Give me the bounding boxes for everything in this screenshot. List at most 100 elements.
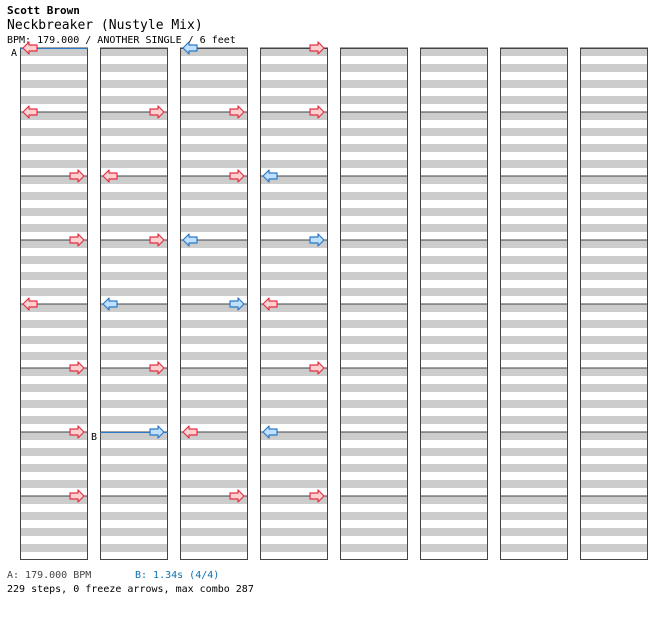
left-arrow-icon (262, 169, 278, 183)
beat-stripe (100, 112, 168, 120)
beat-stripe (180, 256, 248, 264)
beat-stripe (20, 400, 88, 408)
beat-stripe (20, 112, 88, 120)
beat-stripe (260, 464, 328, 472)
beat-stripe (260, 336, 328, 344)
chart-column-5 (340, 47, 408, 560)
beat-stripe (100, 288, 168, 296)
beat-stripe (180, 496, 248, 504)
beat-stripe (580, 544, 648, 552)
beat-stripe (500, 128, 568, 136)
beat-stripe (500, 528, 568, 536)
beat-stripe (340, 304, 408, 312)
beat-stripe (100, 512, 168, 520)
column-border (580, 48, 648, 560)
beat-stripe (260, 272, 328, 280)
left-arrow-icon (22, 297, 38, 311)
beat-stripe (100, 384, 168, 392)
beat-stripe (20, 224, 88, 232)
beat-stripe (420, 528, 488, 536)
beat-stripe (260, 160, 328, 168)
chart-column-6 (420, 47, 488, 560)
beat-stripe (580, 384, 648, 392)
chart-info: BPM: 179.000 / ANOTHER SINGLE / 6 feet (7, 35, 236, 46)
beat-stripe (180, 464, 248, 472)
beat-stripe (20, 144, 88, 152)
beat-stripe (100, 240, 168, 248)
beat-stripe (420, 544, 488, 552)
right-arrow-icon (229, 297, 245, 311)
left-arrow-icon (22, 105, 38, 119)
beat-stripe (180, 64, 248, 72)
beat-stripe (180, 528, 248, 536)
right-arrow-icon (229, 105, 245, 119)
stop-legend: B: 1.34s (4/4) (135, 570, 220, 581)
beat-stripe (20, 80, 88, 88)
right-arrow-icon (309, 105, 325, 119)
beat-stripe (180, 144, 248, 152)
left-arrow-icon (262, 297, 278, 311)
marker-b-label: B (91, 432, 98, 443)
beat-stripe (180, 224, 248, 232)
beat-stripe (580, 400, 648, 408)
beat-stripe (180, 432, 248, 440)
right-arrow-icon (69, 361, 85, 375)
left-arrow-icon (102, 169, 118, 183)
beat-stripe (100, 416, 168, 424)
beat-stripe (500, 496, 568, 504)
beat-stripe (180, 160, 248, 168)
beat-stripe (260, 480, 328, 488)
beat-stripe (340, 176, 408, 184)
beat-stripe (500, 416, 568, 424)
beat-stripe (180, 320, 248, 328)
left-arrow-icon (102, 297, 118, 311)
chart-column-7 (500, 47, 568, 560)
right-arrow-icon (149, 105, 165, 119)
beat-stripe (340, 96, 408, 104)
beat-stripe (20, 272, 88, 280)
beat-stripe (100, 176, 168, 184)
beat-stripe (420, 368, 488, 376)
beat-stripe (580, 304, 648, 312)
beat-stripe (580, 448, 648, 456)
beat-stripe (580, 128, 648, 136)
beat-stripe (500, 208, 568, 216)
beat-stripe (260, 288, 328, 296)
beat-stripe (340, 352, 408, 360)
column-border (180, 48, 248, 560)
beat-stripe (260, 240, 328, 248)
beat-stripe (260, 544, 328, 552)
beat-stripe (500, 544, 568, 552)
beat-stripe (20, 384, 88, 392)
right-arrow-icon (229, 169, 245, 183)
beat-stripe (260, 224, 328, 232)
beat-stripe (420, 240, 488, 248)
beat-stripe (340, 48, 408, 56)
beat-stripe (580, 256, 648, 264)
beat-stripe (100, 272, 168, 280)
beat-stripe (100, 544, 168, 552)
beat-stripe (180, 80, 248, 88)
beat-stripe (420, 128, 488, 136)
beat-stripe (580, 528, 648, 536)
beat-stripe (500, 512, 568, 520)
beat-stripe (420, 144, 488, 152)
beat-stripe (260, 384, 328, 392)
beat-stripe (100, 528, 168, 536)
beat-stripe (420, 64, 488, 72)
beat-stripe (500, 304, 568, 312)
beat-stripe (500, 160, 568, 168)
chart-column-1 (20, 47, 88, 560)
beat-stripe (20, 320, 88, 328)
right-arrow-icon (69, 425, 85, 439)
beat-stripe (260, 432, 328, 440)
beat-stripe (100, 128, 168, 136)
beat-stripe (180, 304, 248, 312)
beat-stripe (500, 224, 568, 232)
left-arrow-icon (182, 233, 198, 247)
beat-stripe (580, 368, 648, 376)
beat-stripe (580, 160, 648, 168)
beat-stripe (100, 80, 168, 88)
beat-stripe (260, 128, 328, 136)
beat-stripe (500, 384, 568, 392)
